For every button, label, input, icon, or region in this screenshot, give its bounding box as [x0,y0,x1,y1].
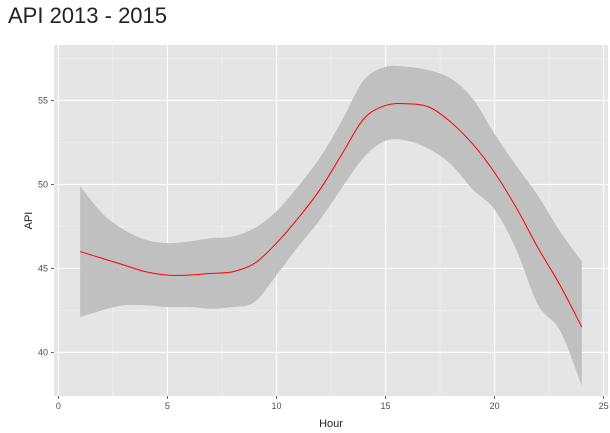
y-tick-label: 55 [38,95,48,105]
y-tick-label: 50 [38,179,48,189]
y-axis: 40 45 50 55 [38,95,54,357]
x-tick-label: 20 [490,401,500,411]
y-axis-title: API [23,212,35,230]
x-axis: 0 5 10 15 20 25 [56,396,609,411]
x-tick-label: 5 [165,401,170,411]
y-tick-label: 45 [38,263,48,273]
series-line [80,103,583,328]
y-tick-label: 40 [38,347,48,357]
x-axis-title: Hour [319,418,343,430]
x-tick-label: 25 [599,401,609,411]
x-tick-label: 0 [56,401,61,411]
chart-title: API 2013 - 2015 [8,3,168,28]
x-tick-label: 10 [271,401,281,411]
x-tick-label: 15 [381,401,391,411]
confidence-band [80,65,582,386]
